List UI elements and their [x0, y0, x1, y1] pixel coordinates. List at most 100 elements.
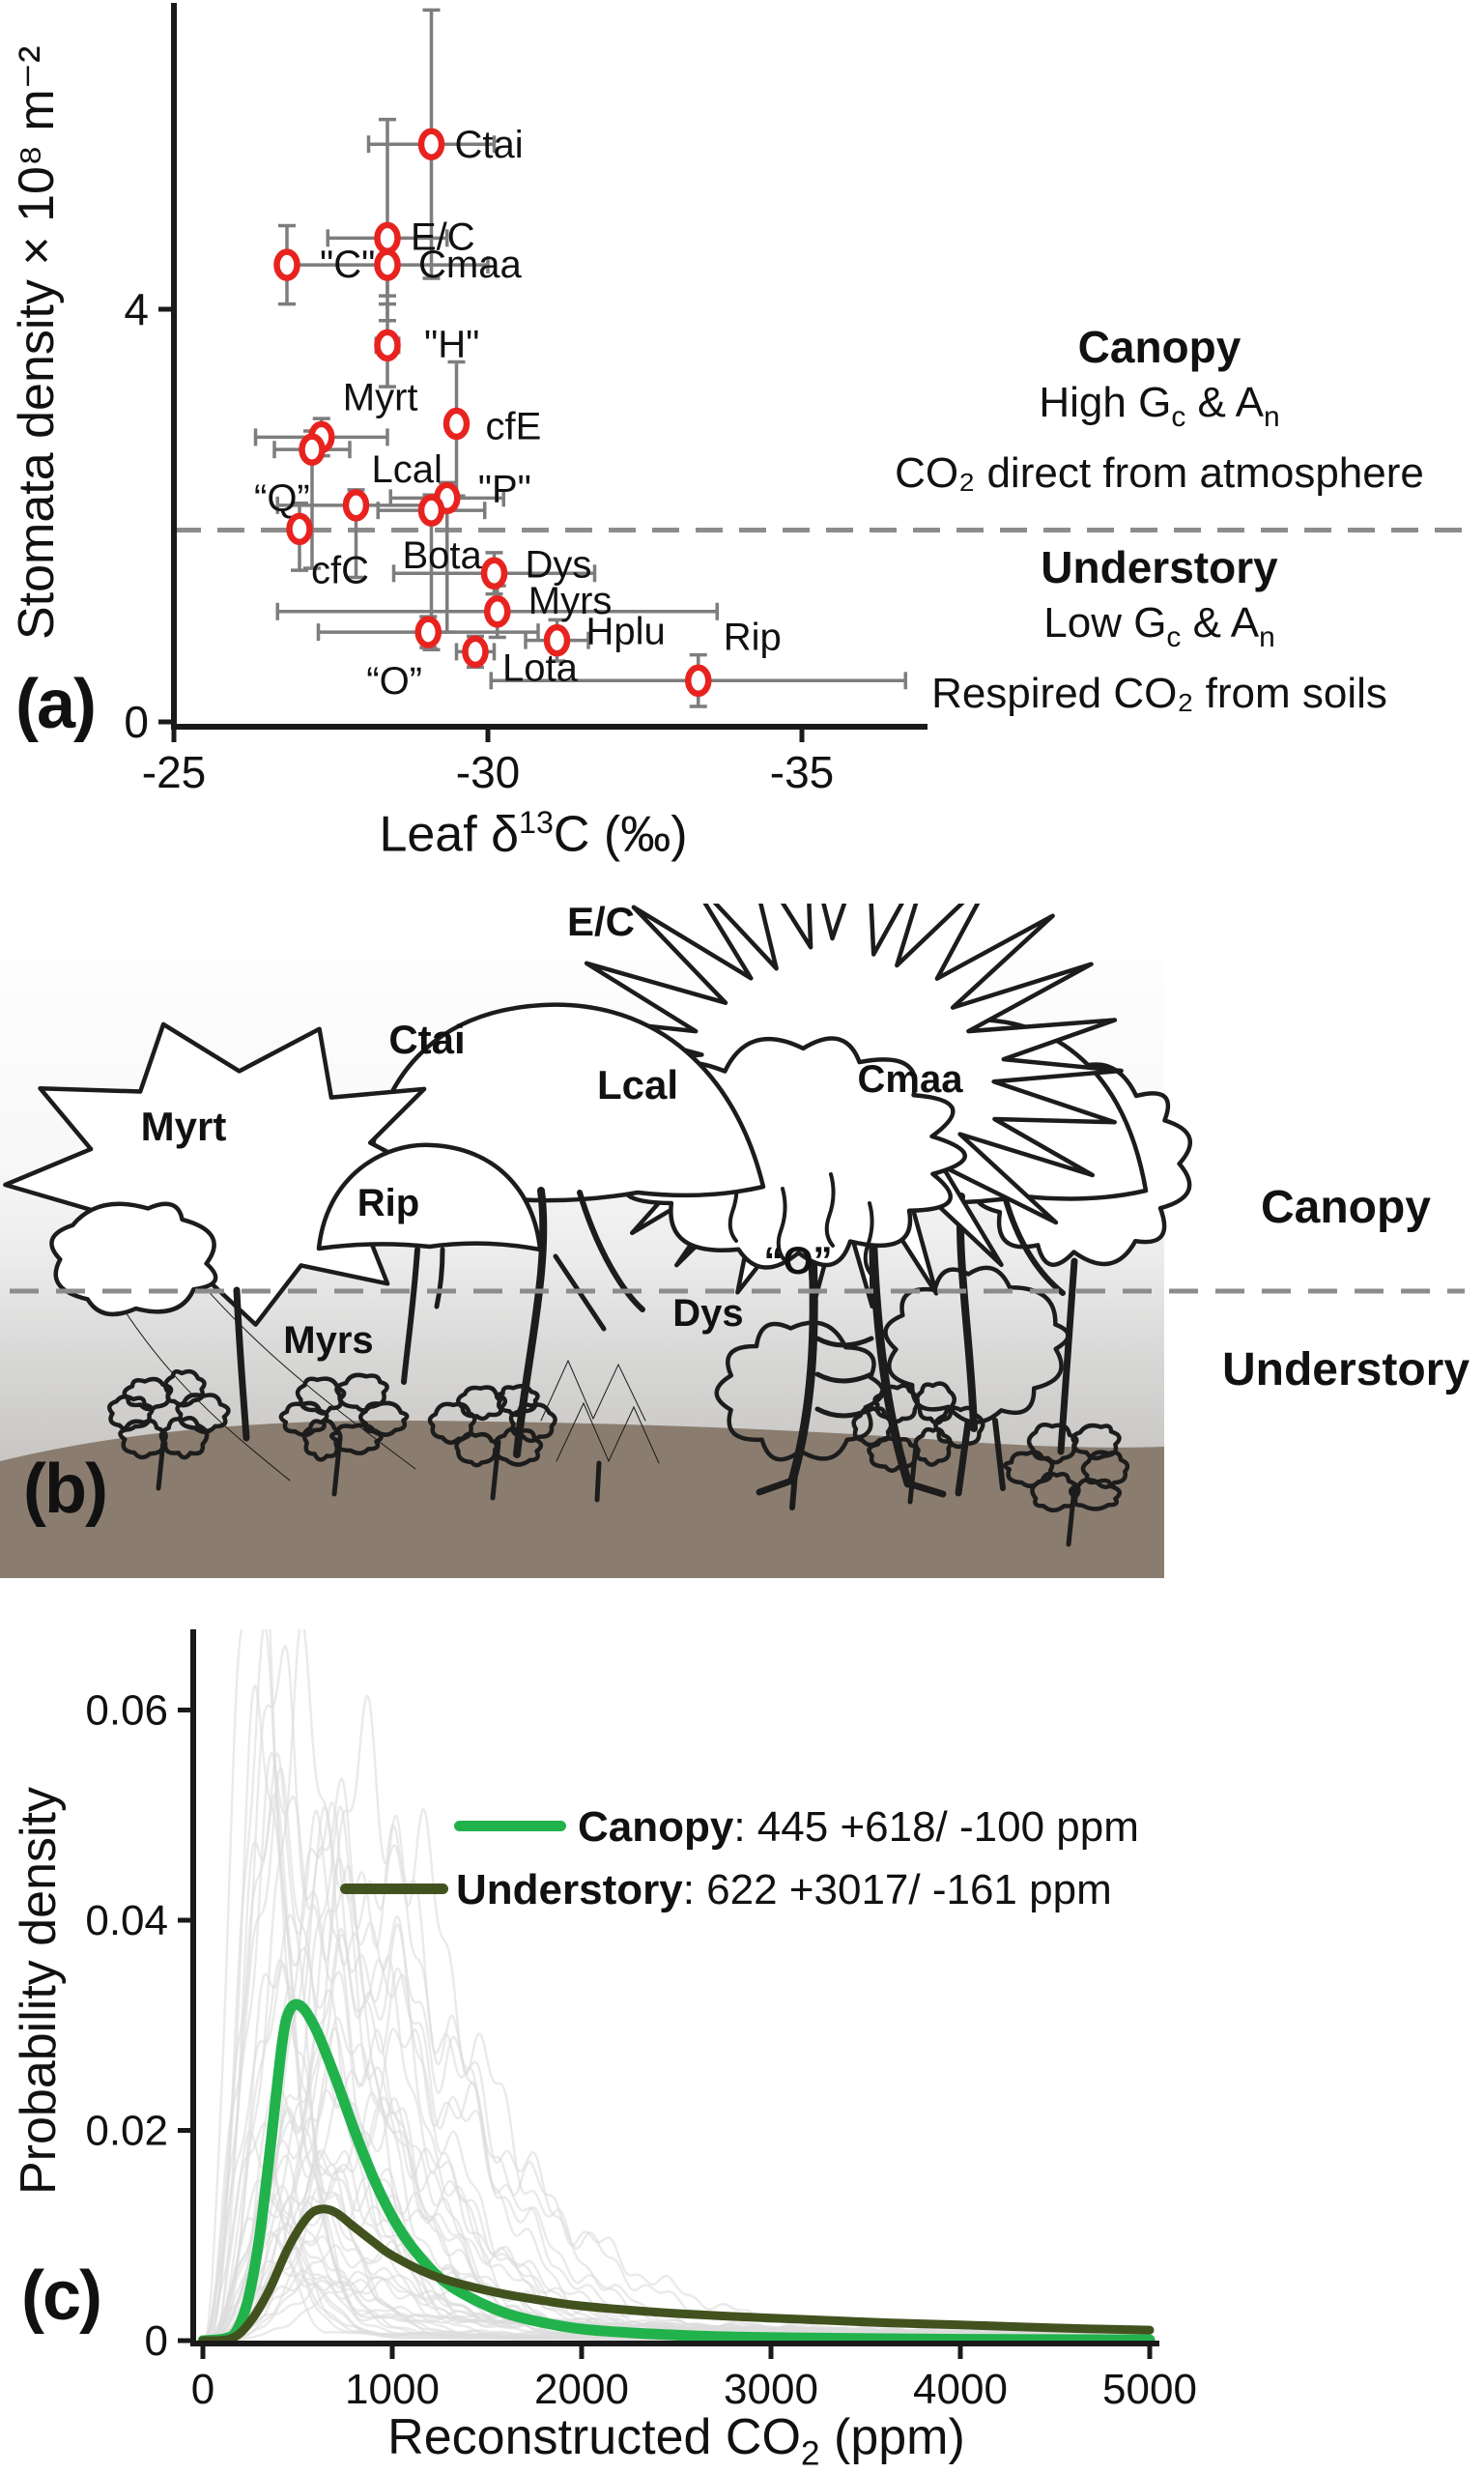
understory-legend-entry: Understory: 622 +3017/ -161 ppm	[456, 1866, 1112, 1914]
x-label-pre: Leaf δ	[379, 806, 520, 863]
data-point-cfE	[442, 407, 471, 441]
understory-annotation: Understory Low Gc & An Respired CO₂ from…	[931, 539, 1387, 722]
tree-trunk	[1057, 1257, 1078, 1455]
tree-label-Myrt: Myrt	[141, 1104, 227, 1149]
data-point-label: Rip	[724, 616, 782, 658]
understory-tree-o	[883, 1265, 1070, 1424]
buttress-root	[756, 1477, 796, 1496]
tree-label-Cmaa: Cmaa	[858, 1058, 964, 1101]
y-axis-label-a: Stomata density × 10⁸ m⁻²	[9, 45, 65, 640]
y-tick-label-a: 4	[124, 284, 149, 334]
bush-leaf	[508, 1402, 557, 1444]
x-tick-label-c: 1000	[345, 2366, 440, 2413]
ground	[0, 1420, 1164, 1578]
understory-trunk	[955, 1419, 972, 1497]
bush-leaf	[1080, 1450, 1130, 1490]
bush-leaf	[295, 1376, 347, 1416]
bush-leaf	[301, 1418, 343, 1462]
y-tick-label-c: 0	[145, 2317, 168, 2365]
data-point-EC	[374, 221, 401, 255]
gray-trace	[202, 1767, 1151, 2342]
canopy-legend-entry: Canopy: 445 +618/ -100 ppm	[578, 1803, 1139, 1852]
curve-understory	[198, 2204, 1155, 2342]
canopy-co2-source: CO₂ direct from atmosphere	[895, 448, 1424, 497]
x-tick-label-c: 3000	[724, 2366, 818, 2413]
data-point-C	[273, 248, 300, 281]
y-tick-label-c: 0.04	[85, 1897, 168, 1944]
data-point-Myrs	[484, 595, 511, 628]
x-label-c-sub: 2	[800, 2434, 820, 2473]
x-label-c-pre: Reconstructed CO	[387, 2409, 801, 2465]
bush-leaf	[162, 1368, 207, 1408]
x-axis-label-c: Reconstructed CO2 (ppm)	[387, 2408, 965, 2473]
tree-label-Rip: Rip	[357, 1182, 419, 1224]
bush-leaf	[328, 1423, 384, 1455]
layer-label-canopy: Canopy	[1261, 1182, 1431, 1233]
data-point-label: cfC	[311, 549, 369, 591]
crown-texture	[824, 1172, 836, 1248]
panel-a-tag: (a)	[15, 666, 97, 743]
canopy-annotation: Canopy High Gc & An CO₂ direct from atmo…	[895, 319, 1424, 502]
canopy-legend-name: Canopy	[578, 1803, 734, 1851]
data-point-label: Dys	[526, 543, 592, 586]
layer-label-understory: Understory	[1222, 1344, 1470, 1395]
bush-leaf	[872, 1383, 921, 1424]
data-point-label: E/C	[411, 216, 475, 258]
data-point-label: “O”	[366, 660, 422, 703]
understory-tree-dys	[714, 1320, 885, 1462]
canopy-legend-swatch	[454, 1821, 566, 1831]
bush-stem	[1066, 1485, 1077, 1547]
x-tick-label-a: -25	[142, 747, 206, 797]
bush-stem	[490, 1439, 501, 1501]
data-point-Rip	[685, 664, 712, 698]
x-tick-label-c: 5000	[1102, 2366, 1197, 2413]
gray-trace	[202, 2119, 1150, 2342]
canopy-legend-value: : 445 +618/ -100 ppm	[733, 1803, 1139, 1851]
tree-branch	[556, 1401, 660, 1464]
understory-trunk	[789, 1458, 799, 1510]
bush-leaf	[1070, 1423, 1122, 1461]
gray-trace	[203, 2123, 1150, 2342]
panel-b-tag: (b)	[23, 1451, 108, 1528]
bush-stem	[156, 1429, 167, 1491]
data-point-label: Cmaa	[418, 244, 522, 286]
data-point-O	[414, 616, 442, 648]
data-point-label: "C"	[320, 244, 375, 286]
y-tick-label-c: 0.02	[85, 2108, 168, 2155]
curve-canopy	[197, 1999, 1156, 2342]
x-tick-label-a: -30	[456, 747, 520, 797]
bush-leaf	[914, 1381, 957, 1425]
data-point-label: "H"	[424, 323, 479, 365]
x-tick-label-c: 2000	[534, 2366, 629, 2413]
understory-legend-value: : 622 +3017/ -161 ppm	[682, 1866, 1112, 1913]
tree-trunk-ctai	[513, 1187, 548, 1458]
data-point-Lcal	[342, 489, 370, 522]
x-axis-label-a: Leaf δ13C (‰)	[379, 805, 687, 863]
data-point-label: Lota	[502, 647, 579, 689]
canopy-gc-an: High Gc & An	[1039, 379, 1280, 433]
data-point-label: Myrt	[343, 376, 418, 418]
tree-label-O: “O”	[763, 1240, 832, 1282]
understory-legend-swatch	[340, 1884, 448, 1894]
tree-trunk-myrt	[233, 1286, 250, 1442]
canopy-annotation-title: Canopy	[1077, 322, 1241, 372]
understory-annotation-title: Understory	[1041, 542, 1278, 592]
plot-area	[197, 1629, 1156, 2342]
data-point-label: Hplu	[586, 611, 666, 653]
tree-trunk-ec	[868, 1222, 913, 1488]
tree-label-EC: E/C	[567, 904, 635, 944]
gray-trace	[202, 1683, 1151, 2342]
bush-stem	[331, 1435, 343, 1497]
tree-branch	[1002, 1193, 1066, 1296]
data-point-H	[374, 329, 401, 362]
understory-trunk	[992, 1418, 1006, 1491]
data-point-Cmaa	[374, 248, 401, 281]
tree-label-Myrs: Myrs	[283, 1319, 373, 1362]
data-point-Q	[299, 433, 326, 466]
understory-co2-source: Respired CO₂ from soils	[931, 669, 1387, 717]
data-point-label: Myrs	[528, 580, 613, 622]
tree-crown-myrt-lower	[49, 1201, 218, 1317]
bush-leaf	[913, 1426, 953, 1467]
